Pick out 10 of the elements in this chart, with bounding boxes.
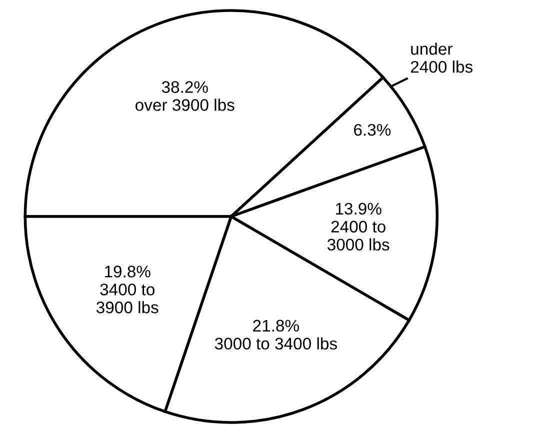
slice-label: 2400 to 3000 lbs [327,220,390,251]
data-label: 19.8% [105,266,150,278]
data-label: 38.2% [162,81,208,93]
slice-label: 3400 to 3900 lbs [96,284,158,314]
slice-label: under 2400 lbs [410,42,473,73]
data-label: 21.8% [253,320,299,332]
data-label: 6.3% [354,124,391,136]
slice-label: over 3900 lbs [136,98,234,111]
data-label: 13.9% [336,202,382,215]
slice-label: 3000 to 3400 lbs [214,337,337,350]
